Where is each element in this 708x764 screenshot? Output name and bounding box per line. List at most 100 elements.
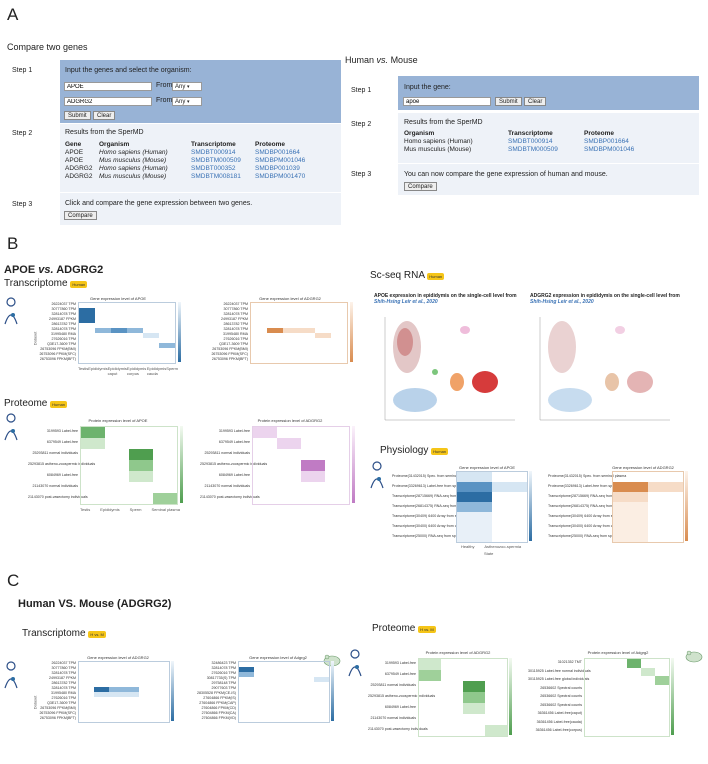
hvm-results-title: Results from the SperMD — [404, 119, 483, 126]
row-label: 25293815 astheno-zoospermic individuals — [28, 462, 96, 466]
transcriptome-link[interactable]: SMDBT000914 — [508, 138, 553, 145]
transcriptome-link[interactable]: SMDBT000352 — [191, 165, 236, 172]
male-body-icon — [370, 461, 384, 489]
gene1-input[interactable] — [64, 82, 152, 91]
row-label: 30817735(S) TPM — [206, 676, 236, 680]
heatmap-row-labels: 3199593 Label-free 6379549 Label-free 25… — [28, 426, 96, 503]
heatmap-cell — [239, 672, 254, 677]
sc-gene: ADGRG2 — [530, 293, 552, 299]
heatmap-cell — [463, 692, 485, 703]
proteome-link[interactable]: SMDBPM001046 — [255, 157, 306, 164]
heatmap-title: Protein expression level of ADGRG2 — [257, 418, 323, 423]
heatmap-cell — [419, 670, 441, 681]
panel-label-a: A — [7, 5, 19, 24]
table-row: Homo sapiens (Human) SMDBT000914 SMDBP00… — [404, 138, 640, 146]
b-title-vs: vs. — [38, 264, 54, 276]
col-label: Epididymis cauda — [146, 366, 167, 376]
table-row: APOE Homo sapiens (Human) SMDBT000914 SM… — [65, 149, 311, 157]
transcriptome-link[interactable]: SMDBTM000509 — [191, 157, 241, 164]
row-label: 6084969 Label-free — [218, 473, 250, 477]
heatmap-cell — [641, 667, 655, 676]
row-label: 36361456 Label-free(caput) — [537, 711, 582, 715]
row-label: 21143070 normal individuals — [370, 716, 417, 720]
row-label: 24993187 FPKM — [49, 317, 76, 321]
heatmap-row-labels: 31021352 TMT 30115925 Label-free normal … — [528, 658, 591, 735]
transcriptome-link[interactable]: SMDBT000914 — [191, 149, 236, 156]
row-label: 25293815 astheno-zoospermic individuals — [200, 462, 268, 466]
row-label: 30777860 TPM — [51, 666, 76, 670]
proteome-apoe-heatmap: Protein expression level of APOE 3199593… — [28, 418, 198, 526]
transcriptome-link[interactable]: SMDBTM008181 — [191, 173, 241, 180]
compare-step3-text: Click and compare the gene expression be… — [65, 200, 253, 207]
table-row: Mus musculus (Mouse) SMDBTM000509 SMDBPM… — [404, 146, 640, 154]
c-transcriptome-mouse-heatmap: Gene expression level of Adgrg2 32486423… — [188, 655, 348, 760]
proteome-link[interactable]: SMDBPM001470 — [255, 173, 306, 180]
col-label: Seminal plasma — [151, 507, 180, 512]
hvm-gene-input[interactable] — [403, 97, 491, 106]
heatmap-cell — [613, 502, 648, 542]
colorbar — [350, 302, 353, 362]
organism-select-1[interactable]: Any ▾ — [172, 82, 202, 91]
heatmap-cell — [301, 471, 325, 482]
heatmap-cell — [627, 659, 641, 668]
compare-input-panel: Input the genes and select the organism:… — [60, 60, 341, 123]
heatmap-cell — [457, 502, 492, 512]
sc-reference-link[interactable]: Shih-Hsing Leir et al., 2020 — [530, 299, 594, 305]
sc-reference-link[interactable]: Shih-Hsing Leir et al., 2020 — [374, 299, 438, 305]
organism-select-2[interactable]: Any ▾ — [172, 97, 202, 106]
row-label: 26753096 FPKM(SFC) — [39, 352, 76, 356]
row-label: Transcriptome(28715669) RNA-seq from spe… — [392, 494, 468, 498]
hvm-instruction: Input the gene: — [404, 84, 451, 91]
compare-title: Compare two genes — [7, 42, 88, 52]
b-physiology-label: Physiology — [380, 445, 429, 456]
row-label: 29758148 TPM — [211, 681, 236, 685]
hvm-badge: H vs. M — [88, 631, 106, 638]
row-label: 26224037 TPM — [51, 302, 76, 306]
panel-label-b: B — [7, 234, 19, 253]
heatmap-grid — [78, 302, 176, 364]
gene2-input[interactable] — [64, 97, 152, 106]
row-label: 26753096 FPKM(SFC) — [39, 711, 76, 715]
table-row: ADGRG2 Homo sapiens (Human) SMDBT000352 … — [65, 165, 311, 173]
cell-organism: Homo sapiens (Human) — [99, 165, 168, 172]
heatmap-row-labels: 26224037 TPM 30777860 TPM 32814078 TPM 2… — [208, 302, 248, 362]
col-label: Testis — [78, 366, 89, 371]
col-label: Asthenozoo-spermia — [484, 544, 522, 549]
heatmap-row-labels: 3199593 Label-free 6379549 Label-free 25… — [200, 426, 268, 503]
row-label: 32814078 TPM — [223, 327, 248, 331]
row-label: 21143070 normal individuals — [32, 484, 79, 488]
heatmap-row-labels: 3199593 Label-free 6379549 Label-free 25… — [368, 658, 435, 735]
proteome-link[interactable]: SMDBPM001046 — [584, 146, 635, 153]
hvm-submit-button[interactable]: Submit — [495, 97, 522, 106]
b-title-b: ADGRG2 — [56, 264, 104, 276]
row-label: 27604866 FPKM(IS) — [203, 696, 236, 700]
row-label: 21143070 post-vasectomy individuals — [28, 495, 88, 499]
row-label: 28613782 TPM — [223, 322, 248, 326]
compare-clear-button[interactable]: Clear — [93, 111, 116, 120]
hvm-results-table: Organism Transcriptome Proteome Homo sap… — [404, 130, 640, 154]
row-label: 27626016 TPM — [223, 337, 248, 341]
row-label: Transcriptome(30409) 6400 Array from spe… — [392, 514, 465, 518]
compare-genes-button[interactable]: Compare — [64, 211, 97, 220]
row-label: 25293811 normal individuals — [32, 451, 79, 455]
row-label: 36361456 Label-free(corpus) — [535, 728, 582, 732]
c-transcriptome-heading: Transcriptome H vs. M — [22, 628, 106, 639]
colorbar — [331, 661, 334, 721]
proteome-link[interactable]: SMDBP001039 — [255, 165, 300, 172]
colorbar — [352, 426, 355, 503]
hvm-clear-button[interactable]: Clear — [524, 97, 547, 106]
heatmap-cell — [129, 460, 153, 471]
row-label: 32814078 TPM — [223, 312, 248, 316]
cell-organism: Homo sapiens (Human) — [99, 149, 168, 156]
c-proteome-heading: Proteome H vs. M — [372, 623, 436, 634]
transcriptome-link[interactable]: SMDBTM000509 — [508, 146, 558, 153]
c-transcriptome-label: Transcriptome — [22, 628, 86, 639]
row-label: 6379549 Label-free — [46, 440, 78, 444]
row-label: 25293811 normal individuals — [370, 683, 417, 687]
heatmap-title: Protein expression level of Adgrg2 — [587, 650, 649, 655]
heatmap-cell — [463, 681, 485, 692]
hvm-compare-button[interactable]: Compare — [404, 182, 437, 191]
proteome-link[interactable]: SMDBP001664 — [255, 149, 300, 156]
compare-submit-button[interactable]: Submit — [64, 111, 91, 120]
proteome-link[interactable]: SMDBP001664 — [584, 138, 629, 145]
